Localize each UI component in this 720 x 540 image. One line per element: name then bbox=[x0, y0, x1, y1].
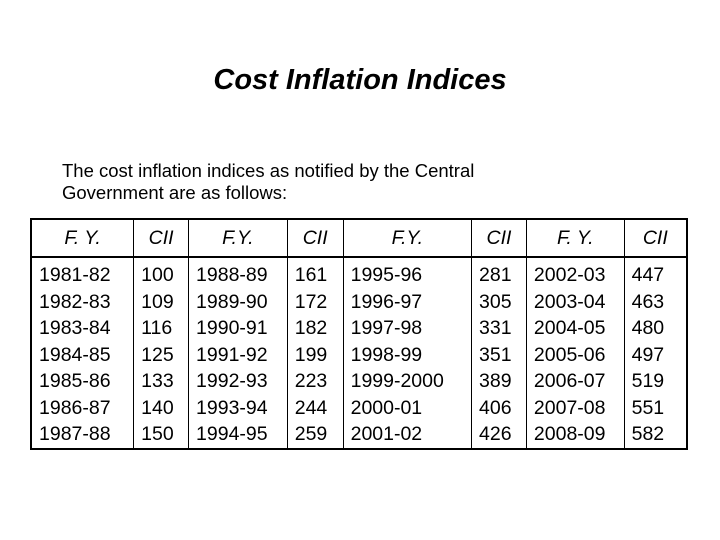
cii-value: 331 bbox=[471, 315, 527, 342]
cii-value: 116 bbox=[133, 315, 189, 342]
financial-year: 1995-96 bbox=[342, 257, 472, 289]
column-header: F. Y. bbox=[525, 219, 625, 258]
column-header: F.Y. bbox=[188, 219, 288, 258]
financial-year: 2007-08 bbox=[525, 394, 625, 421]
financial-year: 1986-87 bbox=[30, 394, 134, 421]
column-header: CII bbox=[286, 219, 344, 258]
cii-table: F. Y. CII F.Y. CII F.Y. CII F. Y. CII 1981-82 10… bbox=[30, 218, 688, 450]
financial-year: 1998-99 bbox=[342, 341, 472, 368]
column-header: F. Y. bbox=[30, 219, 134, 258]
financial-year: 1989-90 bbox=[188, 288, 288, 315]
financial-year: 1992-93 bbox=[188, 368, 288, 395]
cii-value: 109 bbox=[133, 288, 189, 315]
financial-year: 1991-92 bbox=[188, 341, 288, 368]
table-row: 1985-86 133 1992-93 223 1999-2000 389 2006-07 5… bbox=[30, 368, 687, 395]
cii-value: 161 bbox=[286, 257, 344, 289]
financial-year: 1994-95 bbox=[188, 421, 288, 449]
cii-value: 305 bbox=[471, 288, 527, 315]
cii-value: 463 bbox=[623, 288, 687, 315]
column-header: CII bbox=[133, 219, 189, 258]
cii-value: 172 bbox=[286, 288, 344, 315]
cii-value: 223 bbox=[286, 368, 344, 395]
financial-year: 1999-2000 bbox=[342, 368, 472, 395]
financial-year: 2008-09 bbox=[525, 421, 625, 449]
financial-year: 1982-83 bbox=[30, 288, 134, 315]
cii-value: 125 bbox=[133, 341, 189, 368]
cii-value: 281 bbox=[471, 257, 527, 289]
table-row: 1986-87 140 1993-94 244 2000-01 406 2007-08 551 bbox=[30, 394, 687, 421]
cii-value: 140 bbox=[133, 394, 189, 421]
cii-value: 426 bbox=[471, 421, 527, 449]
cii-value: 497 bbox=[623, 341, 687, 368]
table-row: 1983-84 116 1990-91 182 1997-98 331 2004-05 480 bbox=[30, 315, 687, 342]
table-body: 1981-82 100 1988-89 161 1995-96 281 2002-03 447… bbox=[30, 257, 687, 449]
table-row: 1982-83 109 1989-90 172 1996-97 305 2003-04 463 bbox=[30, 288, 687, 315]
table-row: 1984-85 125 1991-92 199 1998-99 351 2005-06 497 bbox=[30, 341, 687, 368]
column-header: F.Y. bbox=[342, 219, 472, 258]
financial-year: 2000-01 bbox=[342, 394, 472, 421]
cii-value: 244 bbox=[286, 394, 344, 421]
cii-value: 582 bbox=[623, 421, 687, 449]
financial-year: 1981-82 bbox=[30, 257, 134, 289]
financial-year: 2006-07 bbox=[525, 368, 625, 395]
cii-value: 199 bbox=[286, 341, 344, 368]
column-header: CII bbox=[471, 219, 527, 258]
cii-value: 480 bbox=[623, 315, 687, 342]
cii-value: 551 bbox=[623, 394, 687, 421]
financial-year: 1996-97 bbox=[342, 288, 472, 315]
financial-year: 2001-02 bbox=[342, 421, 472, 449]
financial-year: 1990-91 bbox=[188, 315, 288, 342]
intro-text: The cost inflation indices as notified b… bbox=[62, 160, 475, 203]
cii-value: 182 bbox=[286, 315, 344, 342]
cii-value: 406 bbox=[471, 394, 527, 421]
table-row: 1987-88 150 1994-95 259 2001-02 426 2008-09 582 bbox=[30, 421, 687, 449]
financial-year: 2002-03 bbox=[525, 257, 625, 289]
financial-year: 2005-06 bbox=[525, 341, 625, 368]
cii-value: 259 bbox=[286, 421, 344, 449]
cii-value: 519 bbox=[623, 368, 687, 395]
cii-value: 389 bbox=[471, 368, 527, 395]
cii-value: 133 bbox=[133, 368, 189, 395]
title: Cost Inflation Indices bbox=[213, 64, 507, 96]
cii-value: 150 bbox=[133, 421, 189, 449]
financial-year: 1987-88 bbox=[30, 421, 134, 449]
cii-value: 447 bbox=[623, 257, 687, 289]
financial-year: 2004-05 bbox=[525, 315, 625, 342]
header-row: F. Y. CII F.Y. CII F.Y. CII F. Y. CII bbox=[30, 219, 687, 258]
table-row: 1981-82 100 1988-89 161 1995-96 281 2002-03 447 bbox=[30, 257, 687, 289]
financial-year: 1988-89 bbox=[188, 257, 288, 289]
financial-year: 1997-98 bbox=[342, 315, 472, 342]
financial-year: 2003-04 bbox=[525, 288, 625, 315]
financial-year: 1984-85 bbox=[30, 341, 134, 368]
financial-year: 1983-84 bbox=[30, 315, 134, 342]
financial-year: 1993-94 bbox=[188, 394, 288, 421]
column-header: CII bbox=[623, 219, 687, 258]
cii-value: 100 bbox=[133, 257, 189, 289]
cii-value: 351 bbox=[471, 341, 527, 368]
financial-year: 1985-86 bbox=[30, 368, 134, 395]
